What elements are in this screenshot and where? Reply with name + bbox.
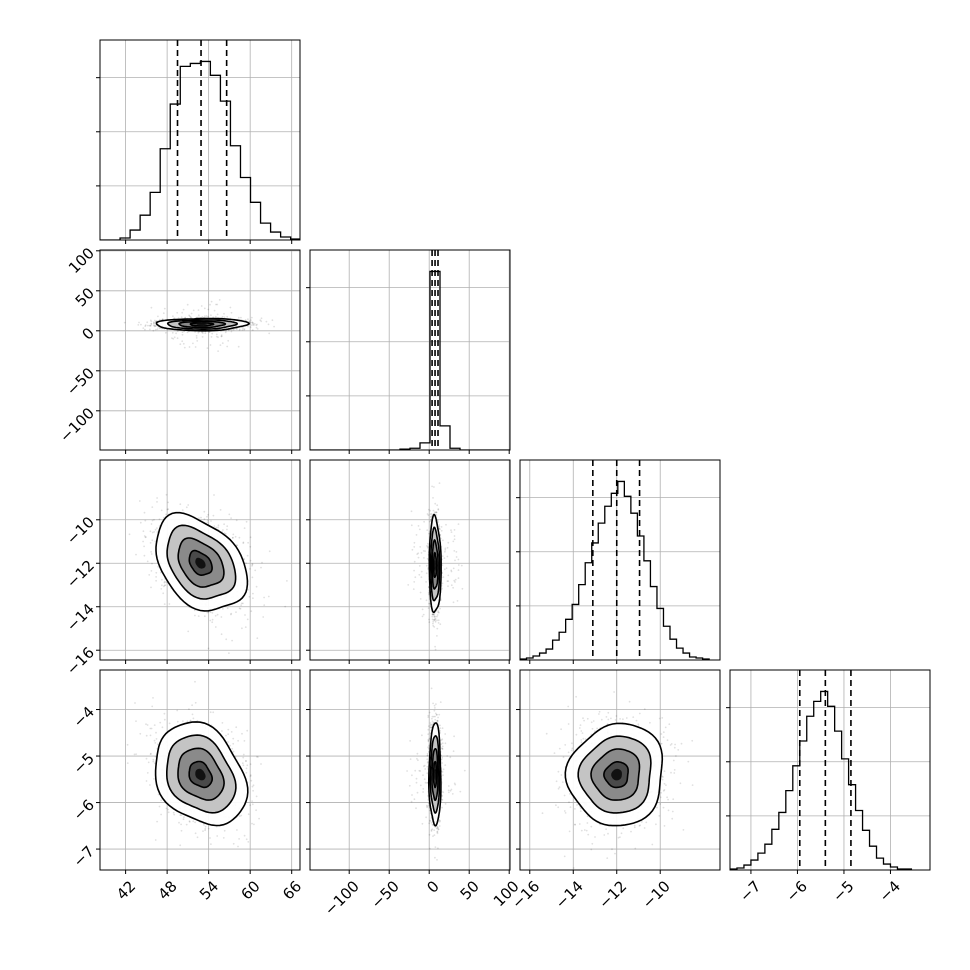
x-tick-label: 50 — [457, 877, 483, 903]
scatter-panel-2-1 — [309, 459, 511, 661]
contour-line — [189, 322, 215, 327]
contour-line — [155, 317, 251, 332]
histogram-steps — [520, 480, 710, 660]
x-tick-label: 0 — [423, 877, 442, 896]
density-peak — [611, 768, 622, 781]
contour-line — [590, 748, 641, 801]
contour-line — [431, 539, 439, 590]
hist-frame — [99, 39, 301, 241]
contour-line — [188, 760, 213, 789]
contour-line — [166, 734, 237, 814]
scatter-panel-1-0 — [99, 249, 301, 451]
histogram-steps — [100, 60, 300, 240]
density-peak — [195, 557, 206, 569]
contour-line — [166, 319, 239, 330]
y-tick-label: −12 — [63, 557, 98, 592]
scatter-frame — [99, 669, 301, 871]
scatter-frame — [309, 669, 511, 871]
contour-line — [166, 524, 237, 600]
x-tick-label: −7 — [736, 877, 764, 905]
contour-line — [154, 721, 249, 827]
contour-line — [177, 747, 225, 801]
contour-line — [428, 513, 442, 614]
x-tick-label: 66 — [279, 877, 305, 903]
contour-line — [577, 735, 652, 814]
hist-frame — [729, 669, 931, 871]
contour-line — [564, 722, 664, 827]
hist-panel-3 — [726, 669, 931, 871]
y-tick-label: 100 — [65, 244, 98, 277]
scatter-panel-3-2 — [519, 669, 721, 871]
y-tick-label: −10 — [63, 513, 98, 548]
contour-line — [155, 511, 249, 612]
scatter-frame — [519, 669, 721, 871]
density-peak — [434, 768, 436, 781]
hist-frame — [309, 249, 511, 451]
y-tick-label: −4 — [70, 703, 98, 731]
hist-panel-1 — [306, 249, 511, 451]
hist-panel-0 — [96, 39, 301, 241]
contour-line — [177, 537, 225, 588]
x-tick-label: −50 — [368, 877, 403, 912]
y-tick-label: −50 — [63, 364, 98, 399]
scatter-panel-3-0 — [99, 669, 301, 871]
contour-line — [431, 748, 439, 801]
x-tick-label: −14 — [552, 877, 587, 912]
scatter-frame — [99, 249, 301, 451]
x-tick-label: −5 — [829, 877, 857, 905]
x-tick-label: −6 — [783, 877, 811, 905]
contour-line — [188, 549, 213, 577]
y-tick-label: −5 — [70, 749, 98, 777]
scatter-panel-2-0 — [99, 459, 301, 661]
x-tick-label: 54 — [196, 877, 222, 903]
histogram-steps — [310, 270, 510, 450]
scatter-frame — [309, 459, 511, 661]
density-peak — [196, 323, 207, 326]
density-peak — [434, 559, 436, 571]
x-tick-label: 60 — [238, 877, 264, 903]
y-tick-label: −6 — [70, 796, 98, 824]
hist-frame — [519, 459, 721, 661]
x-tick-label: −10 — [639, 877, 674, 912]
contour-line — [428, 722, 442, 827]
y-tick-label: 0 — [79, 324, 98, 343]
contour-line — [432, 551, 438, 578]
contour-line — [432, 760, 438, 789]
contour-line — [178, 320, 227, 329]
y-tick-label: −14 — [63, 600, 98, 635]
x-tick-label: −4 — [876, 877, 904, 905]
x-tick-label: −12 — [595, 877, 630, 912]
contour-line — [603, 761, 629, 789]
contour-line — [429, 735, 441, 814]
y-tick-label: −100 — [56, 404, 98, 446]
x-tick-label: 48 — [154, 877, 180, 903]
x-tick-label: −100 — [321, 877, 363, 919]
scatter-frame — [99, 459, 301, 661]
histogram-steps — [730, 690, 913, 870]
hist-panel-2 — [516, 459, 721, 661]
x-tick-label: 42 — [113, 877, 139, 903]
y-tick-label: 50 — [72, 284, 98, 310]
y-tick-label: −16 — [63, 643, 98, 678]
contour-line — [429, 526, 441, 602]
density-peak — [195, 768, 206, 781]
scatter-panel-3-1 — [309, 669, 511, 871]
y-tick-label: −7 — [70, 842, 98, 870]
